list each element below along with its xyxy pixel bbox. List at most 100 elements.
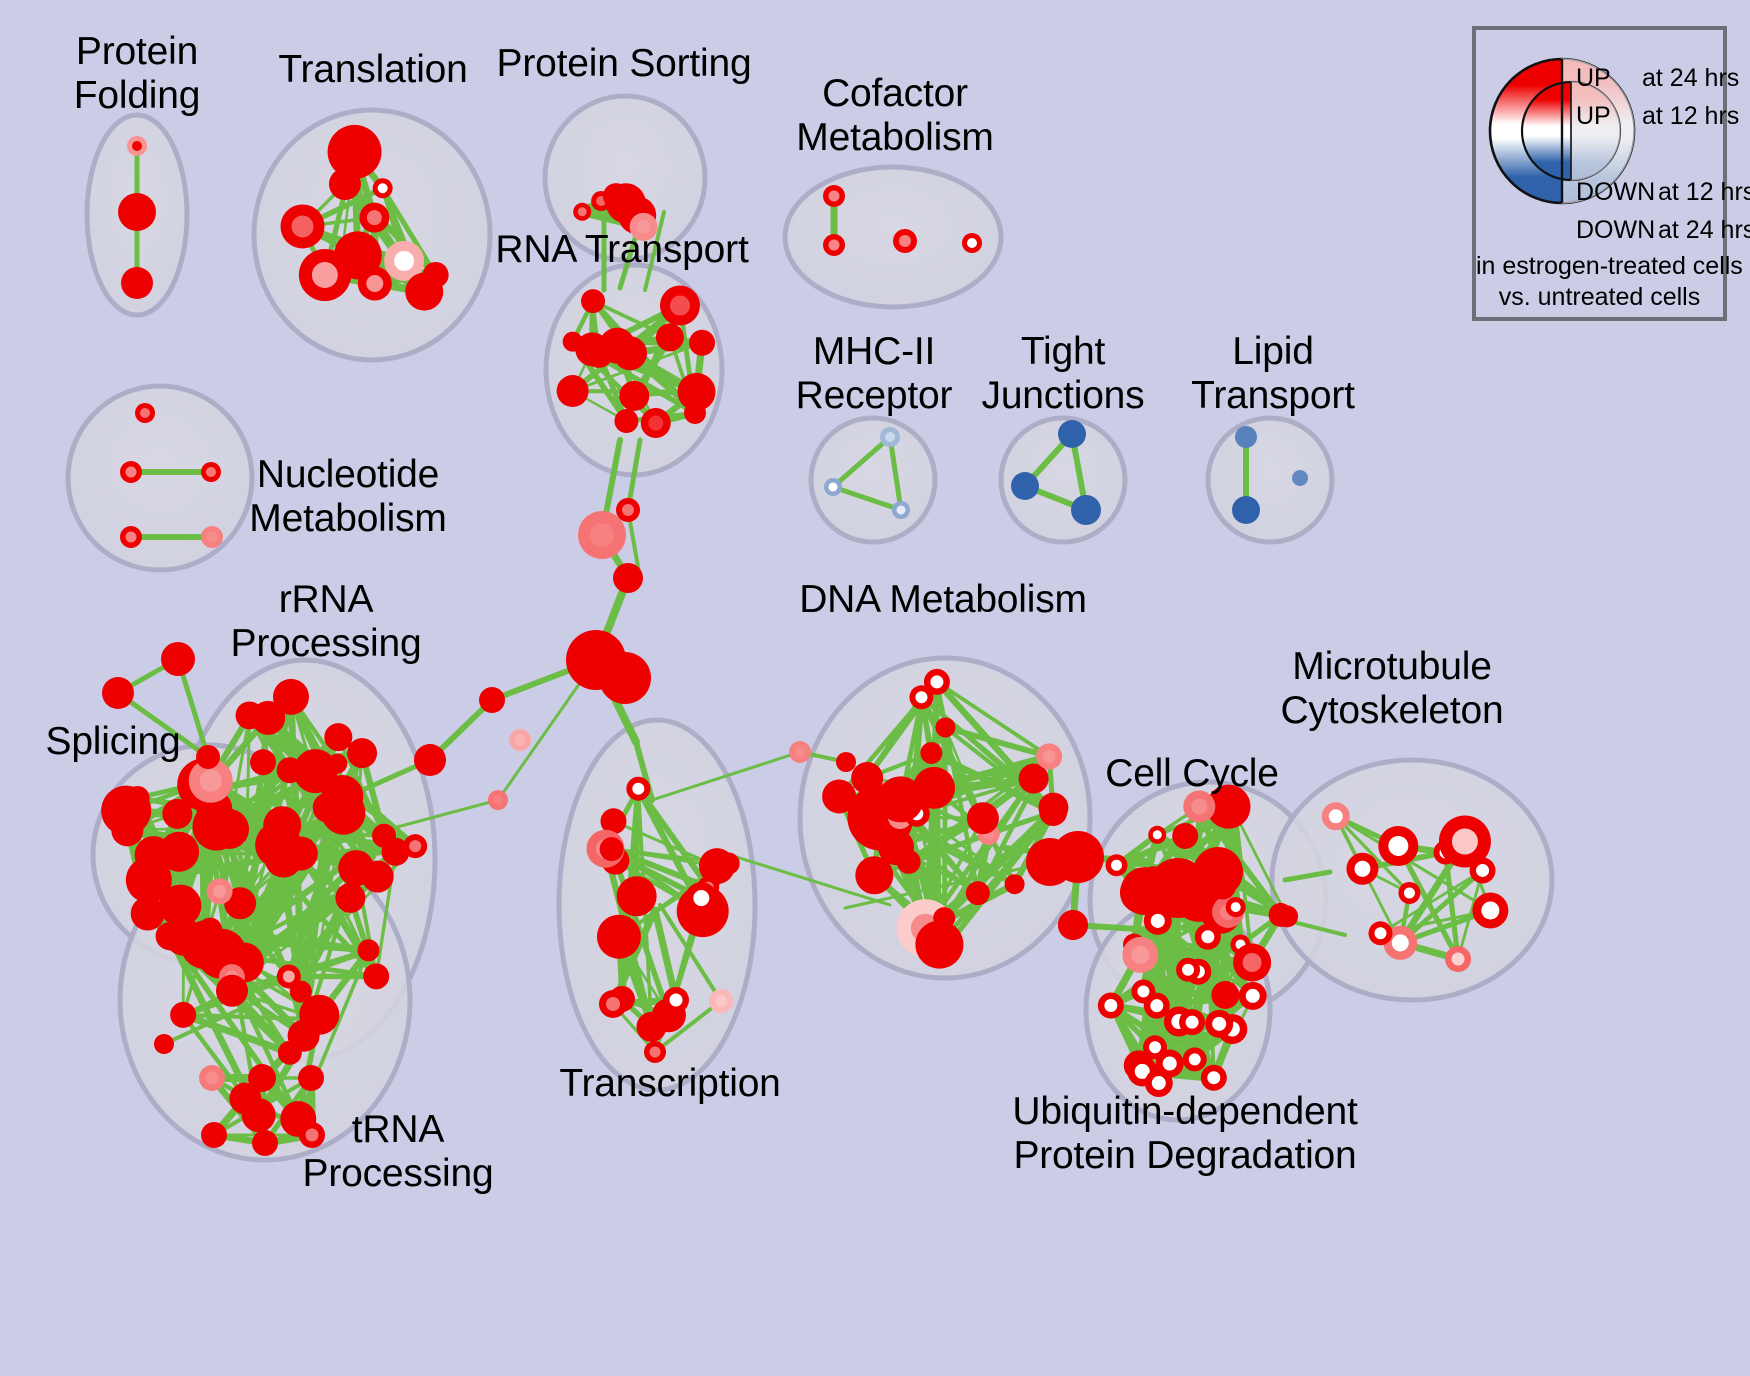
network-node: [931, 936, 958, 963]
network-edge: [166, 933, 302, 1122]
node-inner-disc: [1104, 999, 1118, 1013]
node-inner-disc: [202, 751, 214, 763]
node-inner-disc: [1018, 479, 1032, 493]
network-node: [293, 749, 338, 794]
network-nodes: [101, 124, 1509, 1156]
node-inner-disc: [289, 1109, 308, 1128]
node-inner-disc: [304, 1071, 318, 1085]
node-inner-disc: [140, 408, 150, 418]
node-inner-disc: [669, 295, 690, 316]
network-node: [1268, 902, 1293, 927]
node-inner-disc: [1403, 887, 1415, 899]
network-node: [1438, 815, 1491, 868]
network-node: [1148, 858, 1208, 918]
node-inner-disc: [649, 1046, 661, 1058]
node-inner-disc: [159, 1039, 169, 1049]
node-inner-disc: [620, 570, 636, 586]
network-node: [328, 168, 361, 201]
node-inner-disc: [341, 138, 369, 166]
network-node: [509, 729, 531, 751]
network-node: [127, 136, 147, 156]
node-inner-disc: [125, 466, 137, 478]
network-node: [626, 776, 651, 801]
network-node: [372, 178, 393, 199]
node-inner-disc: [237, 1090, 254, 1107]
network-node: [684, 401, 707, 424]
network-node: [581, 289, 606, 314]
node-inner-disc: [1205, 859, 1231, 885]
network-node: [962, 233, 982, 253]
network-node: [789, 741, 811, 763]
network-node: [616, 498, 640, 522]
network-node: [1097, 992, 1124, 1019]
cluster-label-translation: Translation: [278, 48, 468, 91]
network-node: [1200, 1064, 1227, 1091]
node-inner-disc: [311, 262, 338, 289]
network-node: [479, 687, 505, 713]
node-inner-disc: [119, 822, 136, 839]
node-inner-disc: [369, 969, 383, 983]
network-node: [159, 884, 202, 927]
network-node: [1122, 936, 1159, 973]
network-node: [488, 790, 508, 810]
network-node: [1143, 1035, 1168, 1060]
network-edge: [179, 1011, 294, 1057]
node-inner-disc: [366, 210, 382, 226]
network-node: [599, 652, 651, 704]
node-inner-disc: [1152, 830, 1162, 840]
network-node: [405, 272, 444, 311]
node-inner-disc: [281, 687, 300, 706]
node-inner-disc: [305, 1128, 319, 1142]
node-inner-disc: [1188, 1053, 1201, 1066]
network-node: [880, 427, 900, 447]
network-node: [326, 786, 354, 814]
node-inner-disc: [1201, 930, 1215, 944]
node-inner-disc: [1038, 850, 1062, 874]
network-node: [299, 1122, 325, 1148]
node-inner-disc: [331, 730, 346, 745]
network-node: [1194, 923, 1221, 950]
cluster-label-cofactor-metabolism: Cofactor Metabolism: [796, 72, 994, 159]
network-node: [1058, 420, 1086, 448]
network-node: [685, 882, 718, 915]
node-inner-disc: [923, 777, 945, 799]
node-inner-disc: [1328, 809, 1343, 824]
network-node: [102, 677, 134, 709]
network-node: [616, 876, 657, 917]
node-inner-disc: [1149, 1041, 1162, 1054]
network-node: [659, 285, 700, 326]
node-inner-disc: [622, 504, 634, 516]
network-edge: [1397, 868, 1485, 946]
node-inner-disc: [205, 1071, 219, 1085]
node-inner-disc: [715, 995, 727, 1007]
node-inner-disc: [283, 763, 297, 777]
network-edge-bridge: [643, 210, 666, 292]
node-inner-disc: [110, 685, 126, 701]
node-inner-disc: [1245, 988, 1260, 1003]
network-edge: [1334, 814, 1412, 895]
node-inner-disc: [132, 141, 142, 151]
node-inner-disc: [626, 388, 642, 404]
network-node: [596, 914, 641, 959]
network-node: [251, 700, 286, 735]
node-inner-disc: [828, 190, 840, 202]
cluster-ellipse-nucleotide-metab: [65, 383, 255, 573]
node-inner-disc: [662, 330, 677, 345]
network-node: [1211, 980, 1240, 1009]
node-inner-disc: [899, 235, 911, 247]
node-inner-disc: [1065, 427, 1079, 441]
node-inner-disc: [1191, 798, 1208, 815]
network-edge: [864, 694, 924, 781]
node-inner-disc: [207, 1128, 221, 1142]
node-inner-disc: [1131, 945, 1150, 964]
node-inner-disc: [859, 770, 876, 787]
network-node: [709, 989, 733, 1013]
network-edge-bridge: [653, 999, 723, 1054]
network-node: [619, 380, 650, 411]
network-node: [347, 738, 378, 769]
node-inner-disc: [689, 407, 701, 419]
network-node: [562, 331, 583, 352]
node-inner-disc: [1230, 902, 1241, 913]
network-node: [878, 829, 915, 866]
